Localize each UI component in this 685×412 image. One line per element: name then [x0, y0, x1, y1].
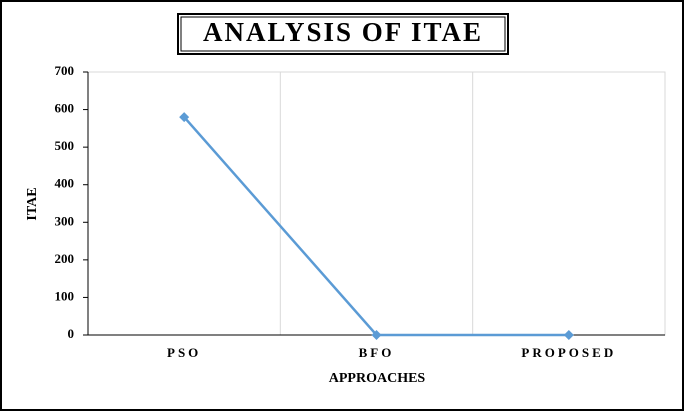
x-tick-label: BFO: [359, 345, 395, 360]
x-axis-label: APPROACHES: [329, 371, 426, 386]
y-tick-label: 300: [55, 213, 75, 228]
x-tick-label: PROPOSED: [521, 345, 616, 360]
title-box-inner: [180, 16, 506, 52]
y-axis-label: ITAE: [25, 187, 40, 220]
title-box: [177, 13, 509, 55]
y-tick-label: 500: [55, 138, 75, 153]
y-tick-label: 200: [55, 251, 75, 266]
y-tick-label: 0: [68, 326, 75, 341]
data-point: [371, 330, 382, 340]
data-point: [179, 112, 190, 123]
y-tick-label: 100: [55, 288, 75, 303]
x-tick-label: PSO: [167, 345, 201, 360]
y-tick-label: 600: [55, 101, 75, 116]
y-tick-label: 700: [55, 63, 75, 78]
data-point: [563, 330, 574, 340]
chart-title: ANALYSIS OF ITAE: [203, 17, 483, 47]
y-tick-label: 400: [55, 176, 75, 191]
